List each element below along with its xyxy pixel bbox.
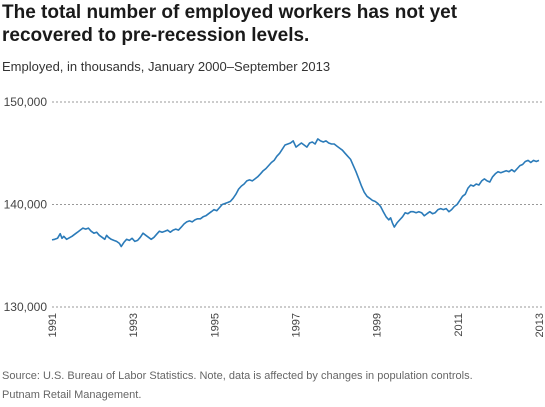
x-axis-tick-labels: 1991 1993 1995 1997 1999 2011 2013 — [47, 313, 545, 337]
y-tick-label: 140,000 — [4, 198, 48, 212]
x-tick-label: 1995 — [209, 313, 221, 337]
source-note: Source: U.S. Bureau of Labor Statistics.… — [2, 370, 473, 382]
grid-lines — [52, 101, 543, 308]
chart-title: The total number of employed workers has… — [2, 2, 458, 46]
y-axis-tick-labels: 130,000 140,000 150,000 — [4, 95, 48, 314]
x-tick-label: 1993 — [128, 313, 140, 337]
x-tick-label: 2011 — [453, 313, 465, 337]
x-tick-label: 2013 — [534, 313, 545, 337]
chart-subtitle: Employed, in thousands, January 2000–Sep… — [2, 59, 331, 74]
y-tick-label: 130,000 — [4, 300, 48, 314]
x-tick-label: 1997 — [291, 313, 303, 337]
y-tick-label: 150,000 — [4, 95, 48, 109]
x-tick-label: 1991 — [47, 313, 59, 337]
x-tick-label: 1999 — [372, 313, 384, 337]
credit-note: Putnam Retail Management. — [2, 389, 142, 401]
series-layer — [51, 138, 540, 248]
series-line — [51, 138, 540, 248]
